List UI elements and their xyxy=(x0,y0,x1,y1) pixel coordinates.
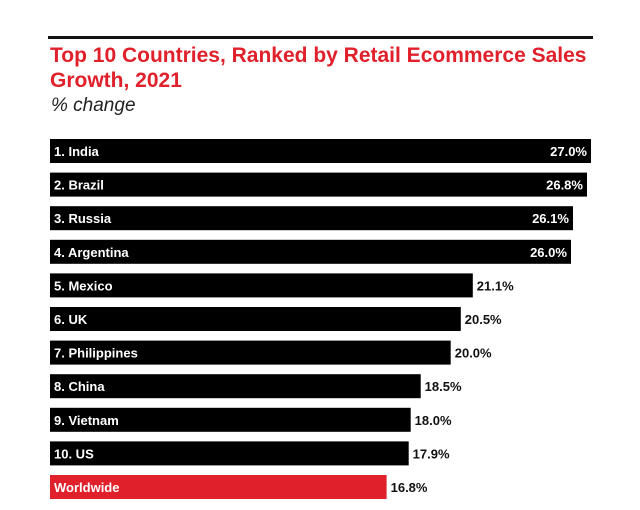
category-label-worldwide: Worldwide xyxy=(54,480,119,495)
value-label-worldwide: 16.8% xyxy=(391,480,428,495)
value-label-5-mexico: 21.1% xyxy=(477,278,514,293)
bar-3-russia xyxy=(50,206,573,231)
bar-8-china xyxy=(50,374,421,399)
bar-10-us xyxy=(50,441,409,466)
bar-worldwide xyxy=(50,475,387,499)
value-label-10-us: 17.9% xyxy=(413,446,450,461)
value-label-6-uk: 20.5% xyxy=(465,312,502,327)
value-label-1-india: 27.0% xyxy=(550,144,587,159)
category-label-10-us: 10. US xyxy=(54,446,94,461)
category-label-7-philippines: 7. Philippines xyxy=(54,346,138,361)
value-label-2-brazil: 26.8% xyxy=(546,178,583,193)
category-label-8-china: 8. China xyxy=(54,379,105,394)
bar-6-uk xyxy=(50,307,461,331)
category-label-5-mexico: 5. Mexico xyxy=(54,278,113,293)
category-label-9-vietnam: 9. Vietnam xyxy=(54,413,119,428)
value-label-3-russia: 26.1% xyxy=(532,211,569,226)
category-label-4-argentina: 4. Argentina xyxy=(54,245,129,260)
category-label-6-uk: 6. UK xyxy=(54,312,88,327)
value-label-7-philippines: 20.0% xyxy=(455,346,492,361)
title-rule xyxy=(48,36,593,39)
value-label-8-china: 18.5% xyxy=(425,379,462,394)
category-label-3-russia: 3. Russia xyxy=(54,211,112,226)
bar-5-mexico xyxy=(50,273,473,298)
category-label-1-india: 1. India xyxy=(54,144,100,159)
bar-7-philippines xyxy=(50,340,451,365)
chart-title: Top 10 Countries, Ranked by Retail Ecomm… xyxy=(50,44,587,92)
category-label-2-brazil: 2. Brazil xyxy=(54,178,104,193)
bar-2-brazil xyxy=(50,172,587,197)
bar-1-india xyxy=(50,139,591,163)
bar-9-vietnam xyxy=(50,407,411,432)
value-label-4-argentina: 26.0% xyxy=(530,245,567,260)
value-label-9-vietnam: 18.0% xyxy=(415,413,452,428)
bar-4-argentina xyxy=(50,239,571,264)
chart-subtitle: % change xyxy=(51,95,136,116)
